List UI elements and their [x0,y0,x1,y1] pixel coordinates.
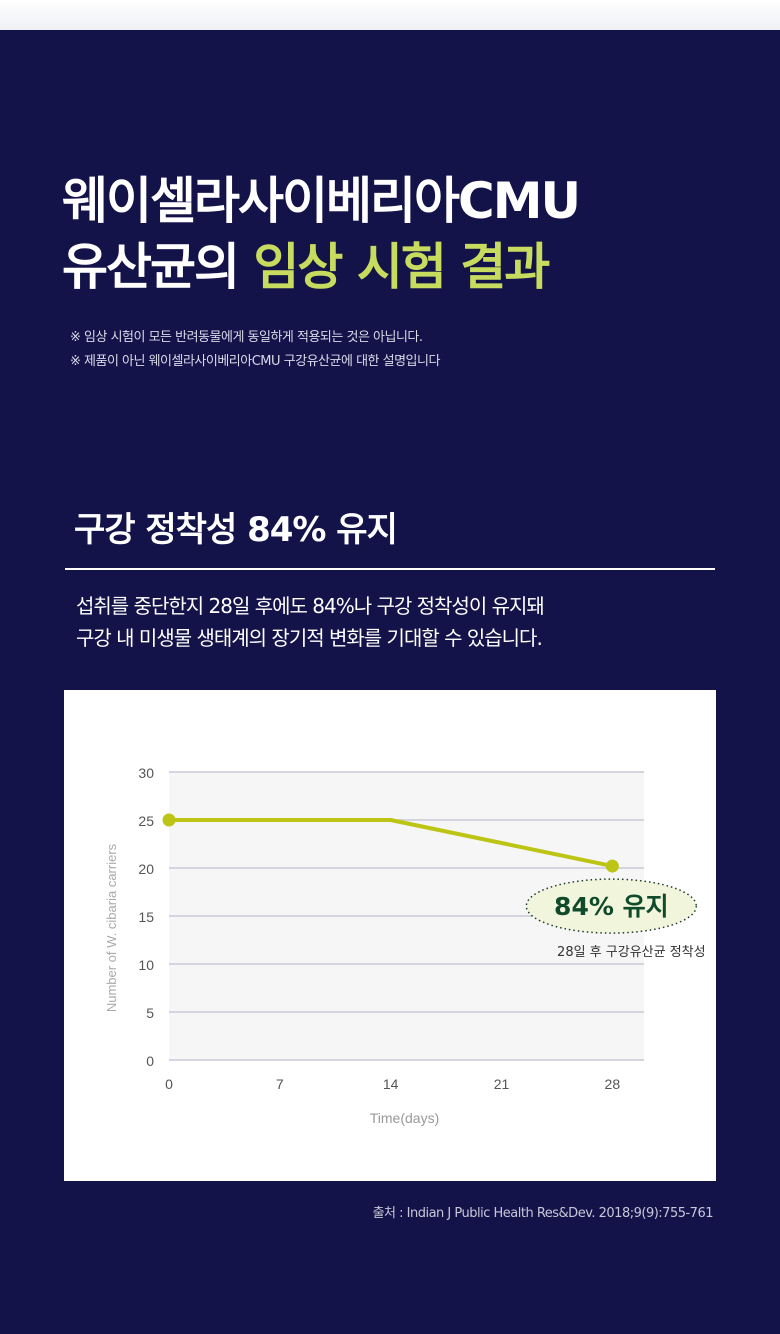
x-tick-label: 7 [276,1076,284,1092]
annotation-badge-text: 84% 유지 [554,892,669,921]
section-description: 섭취를 중단한지 28일 후에도 84%나 구강 정착성이 유지돼 구강 내 미… [76,590,545,654]
data-point [162,813,176,827]
y-tick-label: 0 [146,1053,154,1069]
line-chart: 0 5 10 15 20 25 30 0 7 14 21 28 Time(days) Number of … [104,765,706,1126]
y-tick-label: 5 [146,1005,154,1021]
x-tick-label: 28 [605,1076,621,1092]
y-tick-label: 15 [138,909,154,925]
section-divider [65,568,715,570]
description-line: 섭취를 중단한지 28일 후에도 84%나 구강 정착성이 유지돼 [76,594,545,618]
y-tick-label: 25 [138,813,154,829]
series-line [169,818,613,869]
y-tick-label: 30 [138,765,154,781]
y-tick-label: 20 [138,861,154,877]
section-title: 구강 정착성 84% 유지 [74,510,398,550]
x-tick-label: 14 [383,1076,399,1092]
page-title: 웨이셀라사이베리아CMU 유산균의 임상 시험 결과 [62,168,581,300]
top-strip [0,0,780,30]
x-axis-label: Time(days) [370,1110,440,1126]
title-plain-text: 유산균의 [62,238,254,296]
x-tick-label: 0 [165,1076,173,1092]
data-point [605,859,619,873]
title-line-2: 유산균의 임상 시험 결과 [62,234,579,300]
disclaimer-notes: ※ 임상 시험이 모든 반려동물에게 동일하게 적용되는 것은 아닙니다. ※ … [70,326,440,374]
source-citation: 출처 : Indian J Public Health Res&Dev. 201… [372,1206,714,1221]
description-line: 구강 내 미생물 생태계의 장기적 변화를 기대할 수 있습니다. [76,626,543,650]
y-tick-label: 10 [138,957,154,973]
annotation-caption: 28일 후 구강유산균 정착성 [557,945,706,960]
title-line-1: 웨이셀라사이베리아CMU [62,172,581,230]
chart-card: 0 5 10 15 20 25 30 0 7 14 21 28 Time(days) Number of … [64,690,716,1181]
x-tick-label: 21 [494,1076,510,1092]
y-axis-label: Number of W. cibaria carriers [104,843,119,1012]
disclaimer-note: ※ 임상 시험이 모든 반려동물에게 동일하게 적용되는 것은 아닙니다. [70,330,423,345]
annotation-badge [525,878,698,934]
disclaimer-note: ※ 제품이 아닌 웨이셀라사이베리아CMU 구강유산균에 대한 설명입니다 [70,354,440,369]
title-accent-text: 임상 시험 결과 [253,238,550,296]
